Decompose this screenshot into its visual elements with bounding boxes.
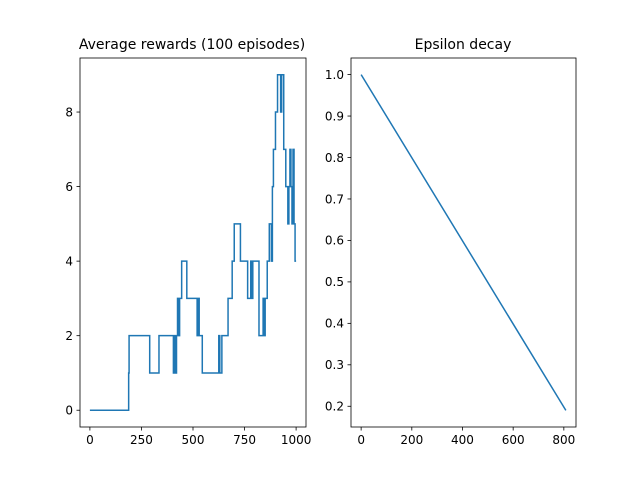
rewards-y-tick-label-2: 4 [65,254,73,268]
rewards-x-tick-label-500: 500 [182,433,205,447]
epsilon-y-tick-label-6: 0.8 [325,151,344,165]
epsilon-y-tick-label-3: 0.5 [325,275,344,289]
epsilon-y-tick-label-1: 0.3 [325,358,344,372]
epsilon-subplot: Epsilon decay 0 200 400 600 800 0.2 0.3 0.4 0.5 0… [325,37,577,447]
epsilon-title: Epsilon decay [415,37,512,53]
rewards-title: Average rewards (100 episodes) [79,37,305,53]
rewards-series-line-0 [89,74,297,411]
epsilon-axes-frame [350,57,577,428]
epsilon-y-tick-label-2: 0.4 [325,317,344,331]
epsilon-y-tick-label-5: 0.7 [325,192,344,206]
epsilon-x-tick-label-400: 400 [451,433,474,447]
rewards-subplot: Average rewards (100 episodes) 0 250 500 75… [65,37,311,447]
rewards-y-tick-label-3: 6 [65,180,73,194]
rewards-y-tick-label-1: 2 [65,329,73,343]
epsilon-y-tick-label-0: 0.2 [325,400,344,414]
epsilon-x-tick-label-0: 0 [357,433,365,447]
rewards-x-tick-label-250: 250 [130,433,153,447]
rewards-x-tick-label-750: 750 [233,433,256,447]
epsilon-x-tick-label-800: 800 [552,433,575,447]
epsilon-y-tick-label-8: 1.0 [325,68,344,82]
rewards-x-tick-label-1000: 1000 [281,433,312,447]
epsilon-x-tick-label-600: 600 [502,433,525,447]
epsilon-y-tick-label-4: 0.6 [325,234,344,248]
rewards-y-tick-label-0: 0 [65,404,73,418]
rewards-x-tick-label-0: 0 [86,433,94,447]
rewards-y-tick-label-4: 8 [65,105,73,119]
epsilon-x-tick-label-200: 200 [400,433,423,447]
epsilon-y-tick-label-7: 0.9 [325,109,344,123]
epsilon-series-line-0 [360,74,567,411]
